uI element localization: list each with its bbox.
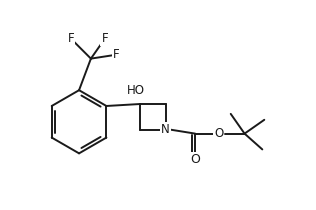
Text: F: F — [68, 32, 75, 45]
Text: O: O — [214, 127, 223, 140]
Text: F: F — [101, 32, 108, 45]
Text: N: N — [161, 123, 170, 136]
Text: HO: HO — [127, 84, 145, 97]
Text: O: O — [190, 153, 200, 166]
Text: F: F — [113, 48, 120, 61]
